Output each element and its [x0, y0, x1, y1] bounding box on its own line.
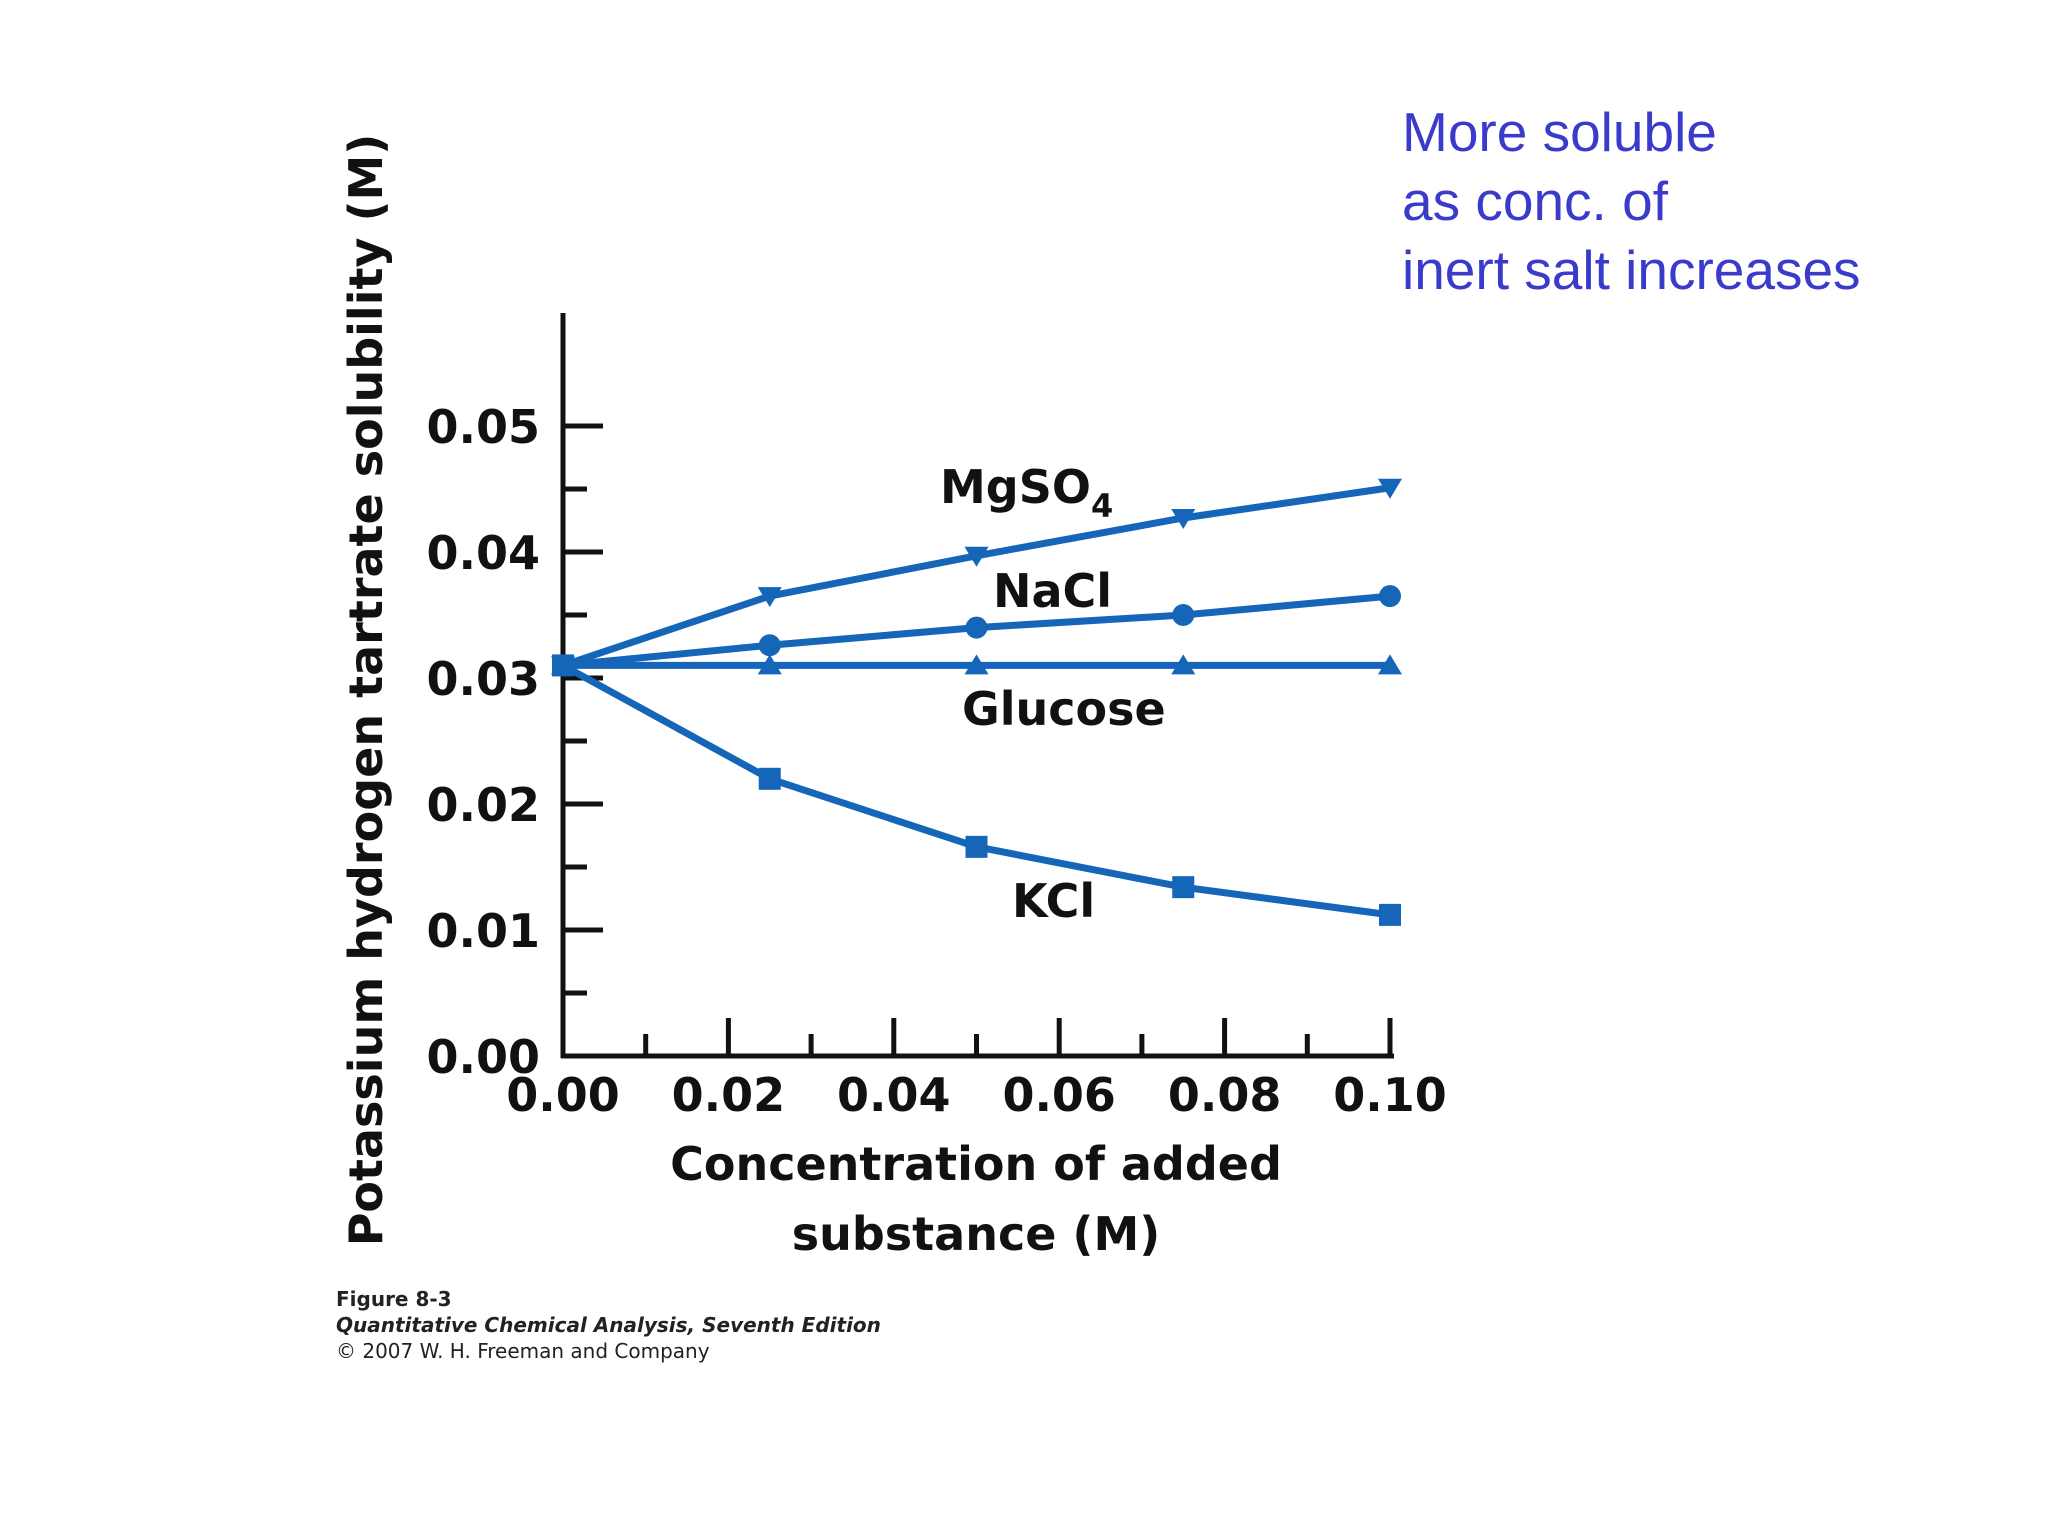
annotation-text: More soluble as conc. of inert salt incr…: [1402, 98, 1861, 305]
caption-figure-number: Figure 8-3: [336, 1287, 452, 1311]
y-tick-label: 0.03: [427, 652, 541, 706]
x-tick-label: 0.10: [1333, 1068, 1447, 1122]
marker-kcl: [965, 835, 988, 858]
series-label-mgso4-main: MgSO: [940, 460, 1091, 514]
series-label-kcl: KCl: [1012, 874, 1095, 928]
caption-copyright: © 2007 W. H. Freeman and Company: [336, 1339, 710, 1363]
marker-kcl: [552, 654, 574, 677]
marker-kcl: [1379, 903, 1401, 926]
marker-glucose: [1171, 654, 1196, 675]
series-label-nacl: NaCl: [993, 564, 1112, 618]
marker-mgso4: [1378, 478, 1402, 499]
annotation-line-2: as conc. of: [1402, 170, 1668, 232]
marker-kcl: [758, 767, 781, 790]
x-tick-label: 0.08: [1168, 1068, 1282, 1122]
y-tick-label: 0.04: [427, 526, 541, 580]
series-label-mgso4: MgSO4: [940, 460, 1113, 525]
annotation-line-1: More soluble: [1402, 101, 1717, 163]
marker-nacl: [1172, 604, 1195, 626]
series-markers: [551, 478, 1402, 926]
x-axis-title-line-1: Concentration of added: [670, 1137, 1282, 1191]
marker-nacl: [965, 616, 988, 639]
x-tick-label: 0.06: [1002, 1068, 1116, 1122]
y-tick-label: 0.02: [427, 778, 541, 832]
x-tick-label: 0.02: [672, 1068, 786, 1122]
y-axis-title: Potassium hydrogen tartrate solubility (…: [339, 134, 393, 1247]
marker-glucose: [757, 654, 782, 675]
annotation-line-3: inert salt increases: [1402, 239, 1861, 301]
x-tick-label: 0.00: [506, 1068, 620, 1122]
series-label-glucose: Glucose: [962, 682, 1166, 736]
marker-nacl: [1379, 585, 1401, 608]
chart-axes: [560, 313, 1394, 1059]
y-tick-label: 0.01: [427, 904, 541, 958]
marker-mgso4: [757, 587, 782, 608]
marker-mgso4: [1171, 508, 1196, 529]
marker-glucose: [1378, 654, 1402, 675]
figure-caption: Figure 8-3 Quantitative Chemical Analysi…: [336, 1286, 881, 1364]
y-tick-label: 0.00: [427, 1030, 541, 1084]
marker-glucose: [964, 654, 989, 675]
marker-mgso4: [964, 546, 989, 567]
marker-kcl: [1172, 876, 1195, 899]
series-line-mgso4: [561, 484, 1391, 669]
y-tick-label: 0.05: [427, 400, 541, 454]
tick-labels: 0.00 0.01 0.02 0.03 0.04 0.05 0.00 0.02 0.04 0.06…: [427, 400, 1447, 1122]
x-tick-label: 0.04: [837, 1068, 951, 1122]
caption-book-title: Quantitative Chemical Analysis, Seventh …: [336, 1313, 881, 1337]
x-axis-title-line-2: substance (M): [792, 1207, 1161, 1261]
series-label-mgso4-sub: 4: [1091, 487, 1113, 525]
marker-nacl: [758, 634, 781, 657]
